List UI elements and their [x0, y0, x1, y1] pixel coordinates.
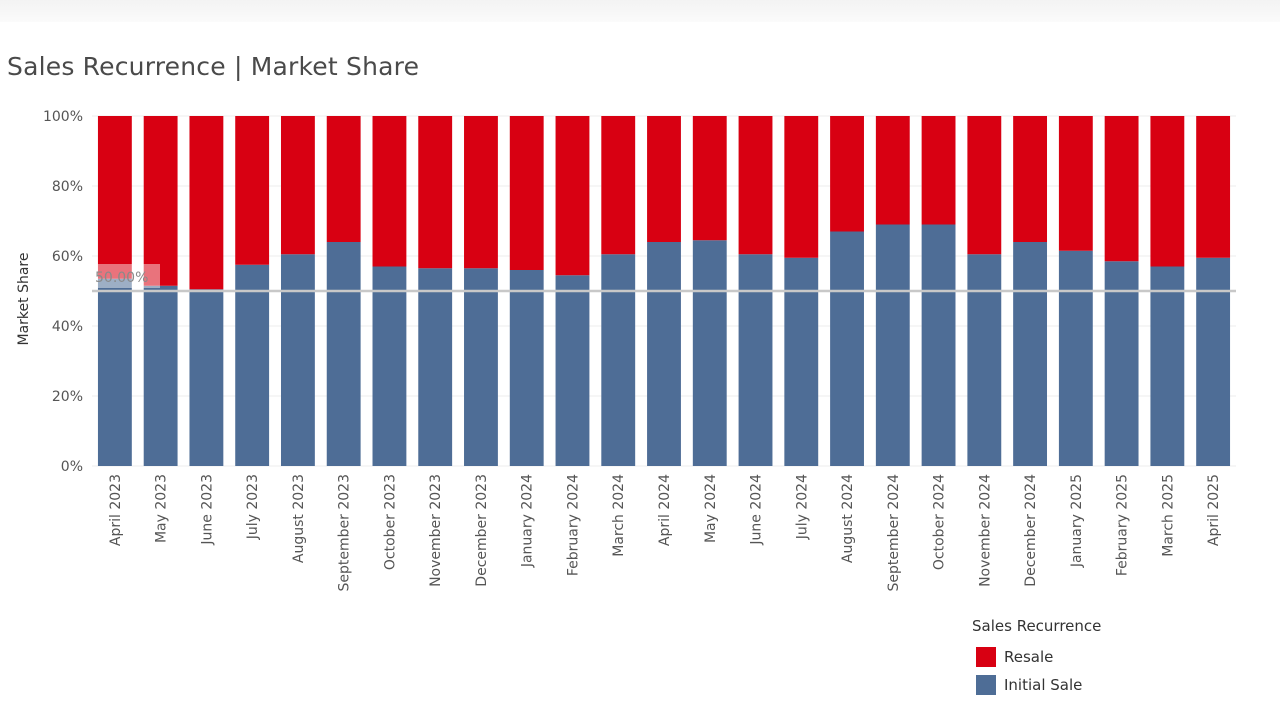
bar-initial-sale[interactable] [738, 254, 773, 466]
bar-initial-sale[interactable] [97, 278, 132, 466]
x-tick-label: September 2024 [886, 474, 902, 592]
x-tick-label: April 2023 [108, 474, 124, 546]
bar-initial-sale[interactable] [1196, 257, 1231, 466]
x-tick-label: August 2024 [840, 474, 856, 563]
legend-swatch-resale [976, 647, 996, 667]
bar-initial-sale[interactable] [1013, 242, 1048, 466]
bar-initial-sale[interactable] [235, 264, 270, 466]
x-tick-label: May 2024 [703, 474, 719, 543]
x-tick-label: November 2024 [977, 474, 993, 587]
bar-resale[interactable] [830, 116, 864, 232]
bar-resale[interactable] [372, 116, 407, 267]
x-tick-label: June 2023 [199, 474, 215, 546]
bar-resale[interactable] [326, 116, 361, 242]
bar-initial-sale[interactable] [555, 275, 590, 466]
chart-title: Sales Recurrence | Market Share [7, 52, 420, 81]
legend-title: Sales Recurrence [972, 617, 1102, 635]
x-tick-label: July 2023 [245, 474, 261, 540]
bar-resale[interactable] [647, 116, 681, 242]
bar-resale[interactable] [418, 116, 453, 269]
x-tick-label: April 2024 [657, 474, 673, 546]
bar-initial-sale[interactable] [1150, 266, 1185, 467]
bar-initial-sale[interactable] [692, 240, 727, 466]
bar-initial-sale[interactable] [1058, 250, 1093, 466]
legend-item-initial-sale[interactable]: Initial Sale [976, 671, 1101, 699]
bar-resale[interactable] [464, 116, 498, 269]
bar-resale[interactable] [189, 116, 224, 290]
bar-initial-sale[interactable] [143, 285, 178, 466]
x-tick-label: August 2023 [291, 474, 307, 563]
legend-item-resale[interactable]: Resale [976, 643, 1101, 671]
bar-resale[interactable] [1150, 116, 1185, 267]
bar-resale[interactable] [1013, 116, 1048, 242]
bar-resale[interactable] [97, 116, 132, 279]
reference-label-background [92, 264, 160, 288]
bar-resale[interactable] [280, 116, 315, 255]
bar-initial-sale[interactable] [372, 266, 407, 467]
bar-resale[interactable] [784, 116, 819, 258]
x-tick-label: February 2024 [565, 474, 581, 576]
bar-resale[interactable] [1058, 116, 1093, 251]
x-tick-label: May 2023 [154, 474, 170, 543]
y-tick-label: 20% [52, 389, 83, 405]
bar-resale[interactable] [509, 116, 544, 270]
legend-swatch-initial-sale [976, 675, 996, 695]
x-tick-label: March 2024 [611, 474, 627, 557]
x-tick-label: January 2024 [520, 474, 536, 568]
bar-resale[interactable] [555, 116, 590, 276]
bar-initial-sale[interactable] [418, 268, 453, 466]
bar-initial-sale[interactable] [784, 257, 819, 466]
bar-resale[interactable] [921, 116, 956, 225]
bar-initial-sale[interactable] [921, 224, 956, 467]
reference-line-label: 50.00% [95, 270, 148, 286]
x-tick-label: November 2023 [428, 474, 444, 587]
x-tick-label: July 2024 [794, 474, 810, 540]
y-tick-label: 40% [52, 319, 83, 335]
bar-resale[interactable] [143, 116, 178, 286]
x-tick-label: December 2023 [474, 474, 490, 587]
bar-initial-sale[interactable] [326, 242, 361, 466]
bar-resale[interactable] [1196, 116, 1231, 258]
bar-resale[interactable] [875, 116, 910, 225]
x-tick-label: October 2024 [932, 474, 948, 570]
bar-initial-sale[interactable] [509, 270, 544, 466]
bar-initial-sale[interactable] [967, 254, 1002, 466]
bar-resale[interactable] [692, 116, 727, 241]
x-tick-label: October 2023 [382, 474, 398, 570]
legend-label-initial-sale: Initial Sale [1004, 676, 1083, 694]
x-tick-label: March 2025 [1160, 474, 1176, 557]
top-strip [0, 0, 1280, 22]
y-tick-label: 60% [52, 249, 83, 265]
legend: Sales Recurrence Resale Initial Sale [972, 617, 1101, 699]
x-tick-label: September 2023 [337, 474, 353, 591]
bar-resale[interactable] [601, 116, 636, 255]
bar-initial-sale[interactable] [280, 254, 315, 466]
y-tick-label: 100% [43, 109, 83, 125]
bar-initial-sale[interactable] [464, 268, 498, 466]
x-tick-label: April 2025 [1206, 474, 1222, 546]
bar-resale[interactable] [235, 116, 270, 265]
bar-initial-sale[interactable] [189, 289, 224, 466]
y-axis-label: Market Share [16, 253, 32, 346]
bar-initial-sale[interactable] [601, 254, 636, 466]
bar-initial-sale[interactable] [875, 224, 910, 467]
bar-initial-sale[interactable] [1104, 261, 1139, 466]
x-tick-label: June 2024 [749, 474, 765, 546]
bar-initial-sale[interactable] [647, 242, 681, 466]
x-tick-label: January 2025 [1069, 474, 1085, 568]
bar-resale[interactable] [1104, 116, 1139, 262]
y-tick-label: 0% [61, 459, 83, 475]
y-tick-label: 80% [52, 179, 83, 195]
bar-initial-sale[interactable] [830, 231, 864, 467]
legend-label-resale: Resale [1004, 648, 1054, 666]
x-tick-label: December 2024 [1023, 474, 1039, 587]
x-tick-label: February 2025 [1115, 474, 1131, 576]
bar-resale[interactable] [967, 116, 1002, 255]
bar-resale[interactable] [738, 116, 773, 255]
